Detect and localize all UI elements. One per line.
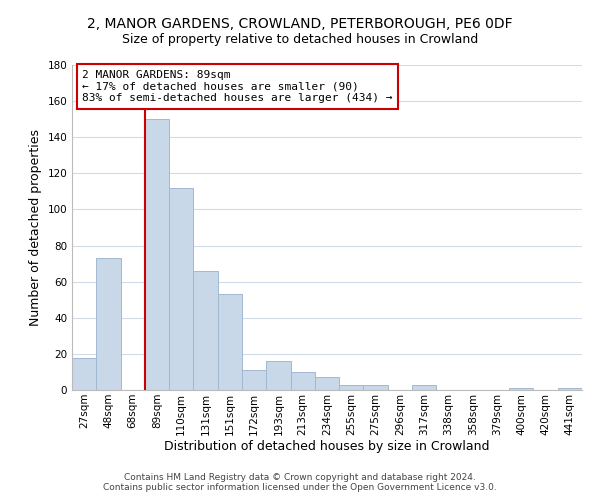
Bar — [364, 384, 388, 390]
X-axis label: Distribution of detached houses by size in Crowland: Distribution of detached houses by size … — [164, 440, 490, 454]
Bar — [169, 188, 193, 390]
Bar — [193, 271, 218, 390]
Bar — [218, 294, 242, 390]
Y-axis label: Number of detached properties: Number of detached properties — [29, 129, 42, 326]
Bar — [412, 384, 436, 390]
Bar — [509, 388, 533, 390]
Bar — [558, 388, 582, 390]
Text: 2 MANOR GARDENS: 89sqm
← 17% of detached houses are smaller (90)
83% of semi-det: 2 MANOR GARDENS: 89sqm ← 17% of detached… — [82, 70, 392, 103]
Bar — [72, 358, 96, 390]
Bar — [315, 378, 339, 390]
Bar — [145, 119, 169, 390]
Bar — [339, 384, 364, 390]
Text: 2, MANOR GARDENS, CROWLAND, PETERBOROUGH, PE6 0DF: 2, MANOR GARDENS, CROWLAND, PETERBOROUGH… — [87, 18, 513, 32]
Text: Contains HM Land Registry data © Crown copyright and database right 2024.
Contai: Contains HM Land Registry data © Crown c… — [103, 473, 497, 492]
Text: Size of property relative to detached houses in Crowland: Size of property relative to detached ho… — [122, 32, 478, 46]
Bar — [96, 258, 121, 390]
Bar — [290, 372, 315, 390]
Bar — [242, 370, 266, 390]
Bar — [266, 361, 290, 390]
